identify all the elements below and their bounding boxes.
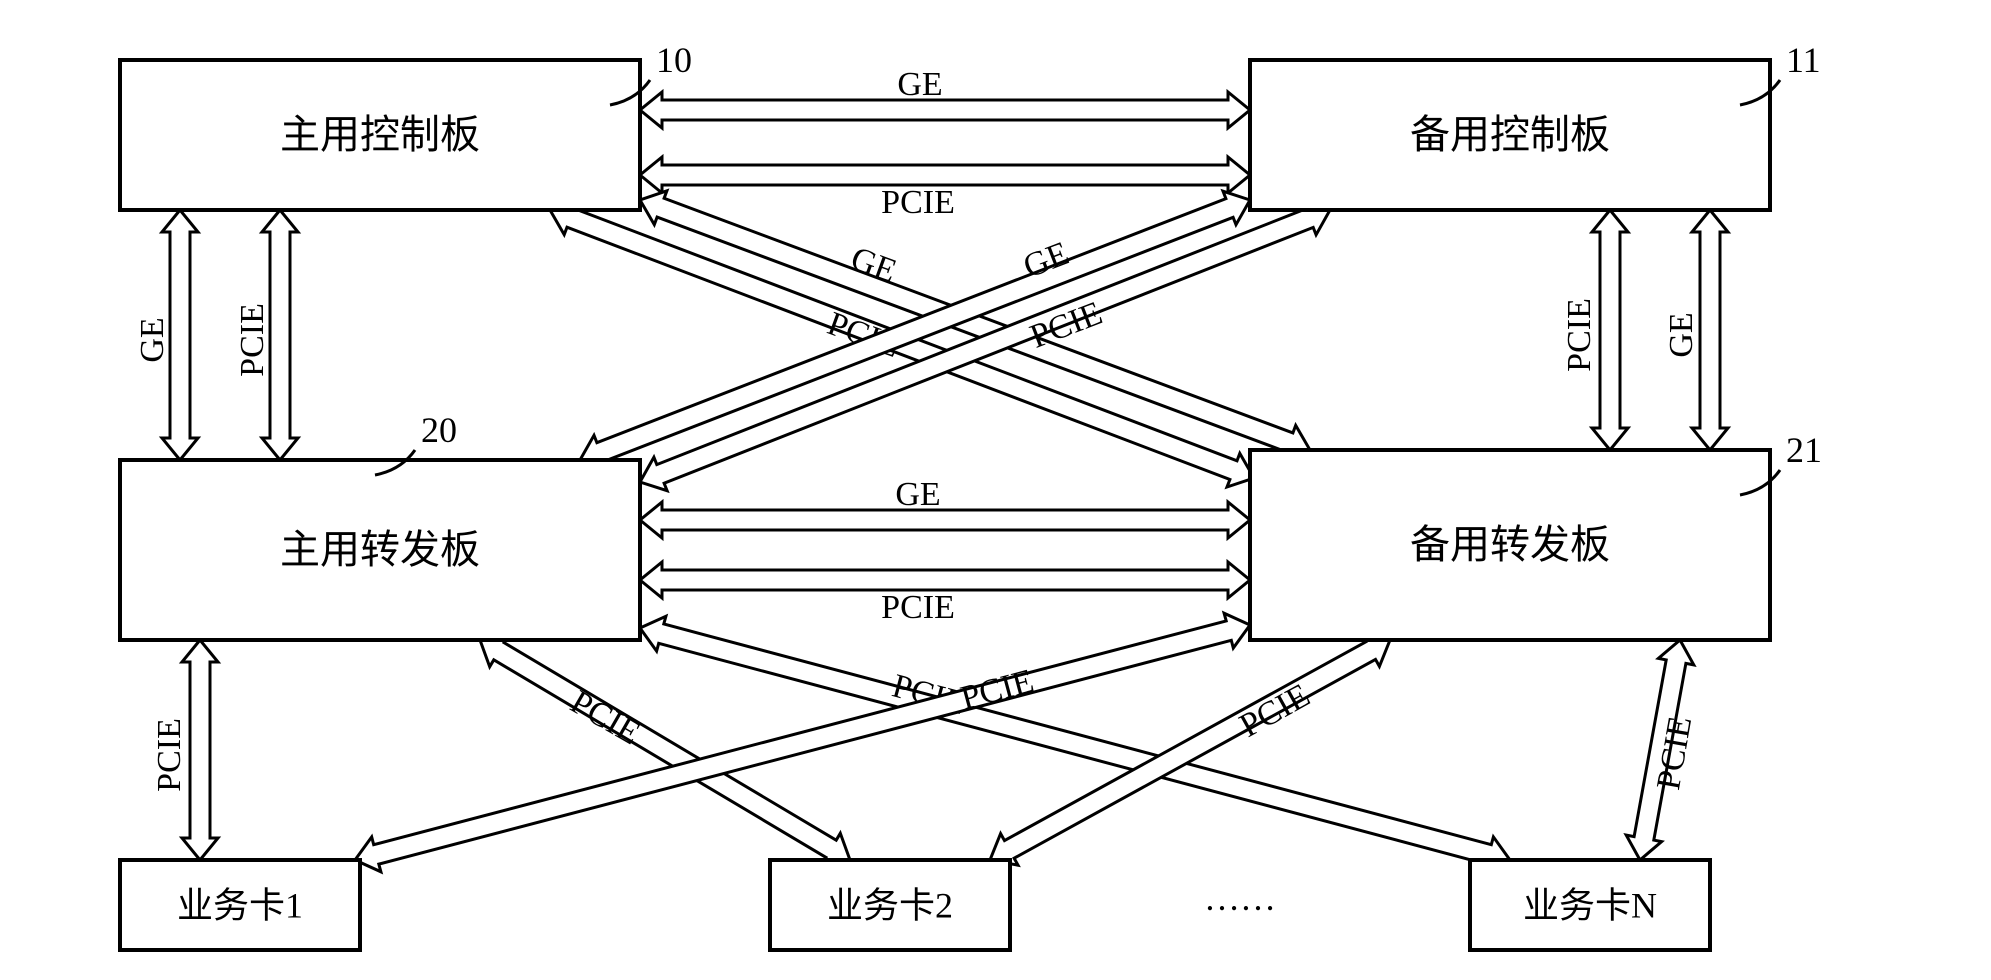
edge-label: GE [1663, 312, 1700, 357]
node-label: 业务卡2 [827, 885, 953, 925]
node-ref: 20 [421, 410, 457, 450]
node-ref: 11 [1786, 40, 1821, 80]
edge-label: PCIE [881, 184, 955, 221]
edge-label: GE [897, 66, 942, 103]
node-label: 主用控制板 [280, 112, 480, 157]
edge-label: GE [134, 317, 171, 362]
node-label: 业务卡1 [177, 885, 303, 925]
edge-label: PCIE [1561, 298, 1598, 372]
edge-label: GE [895, 476, 940, 513]
node-label: 备用控制板 [1410, 112, 1610, 157]
node-label: 业务卡N [1523, 885, 1657, 925]
edge-fm-s1-pcie: PCIE [151, 640, 218, 860]
edge-fb-sn-pcie: PCIE [1626, 640, 1699, 860]
node-label: 备用转发板 [1410, 522, 1610, 567]
edge-cm-cb-ge: GE [640, 66, 1250, 128]
node-ref: 10 [656, 40, 692, 80]
edge-cm-cb-pcie: PCIE [640, 157, 1250, 221]
node-label: 主用转发板 [280, 527, 480, 572]
node-ctrl_backup: 备用控制板 11 [1250, 40, 1821, 210]
edge-cb-fb-pcie: PCIE [1561, 210, 1628, 450]
edge-cm-fm-ge: GE [134, 210, 198, 460]
edge-label: PCIE [957, 662, 1038, 717]
node-svc1: 业务卡1 [120, 860, 360, 950]
edge-fm-fb-pcie: PCIE [640, 562, 1250, 626]
edge-cm-fm-pcie: PCIE [234, 210, 298, 460]
edge-label: PCIE [1234, 677, 1316, 745]
node-ctrl_main: 主用控制板 10 [120, 40, 692, 210]
edge-label: PCIE [881, 589, 955, 626]
node-fwd_main: 主用转发板 20 [120, 410, 640, 640]
node-svcN: 业务卡N [1470, 860, 1710, 950]
edge-cb-fb-ge: GE [1663, 210, 1728, 450]
edge-cm-fb-ge: GE [640, 191, 1310, 459]
diagram-svg: GEPCIEGEPCIEPCIEGEGEPCIEGEPCIEGEPCIEPCIE… [0, 0, 1991, 980]
edge-fm-fb-ge: GE [640, 476, 1250, 538]
edge-label: PCIE [151, 718, 188, 792]
ellipsis: …… [1204, 878, 1276, 918]
node-fwd_backup: 备用转发板 21 [1250, 430, 1822, 640]
node-svc2: 业务卡2 [770, 860, 1010, 950]
edge-label: PCIE [234, 303, 271, 377]
diagram-canvas: { "canvas":{"width":1991,"height":980,"b… [0, 0, 1991, 980]
node-ref: 21 [1786, 430, 1822, 470]
